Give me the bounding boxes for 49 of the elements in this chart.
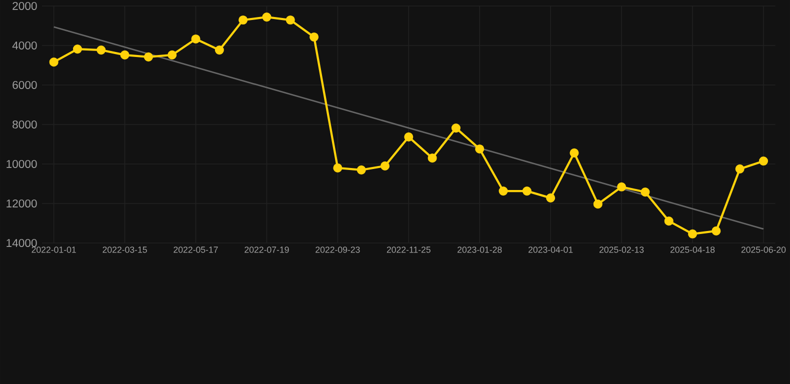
point <box>475 144 484 154</box>
x-tick-label: 2025-06-20 <box>741 246 786 253</box>
x-tick-label: 2023-01-28 <box>458 246 502 253</box>
point <box>356 165 366 174</box>
point <box>191 34 200 44</box>
y-tick-label: 2000 <box>12 2 37 10</box>
point <box>214 46 224 55</box>
point <box>570 148 579 158</box>
point <box>96 46 106 55</box>
x-tick-label: 2025-04-18 <box>670 246 715 253</box>
y-tick-label: 8000 <box>12 120 37 128</box>
point <box>546 193 556 202</box>
point <box>262 12 272 22</box>
point <box>688 229 698 238</box>
x-tick-label: 2022-11-25 <box>386 246 430 253</box>
y-tick-label: 14000 <box>6 238 37 247</box>
point <box>451 124 461 133</box>
point <box>120 50 130 60</box>
y-tick-label: 12000 <box>6 199 37 208</box>
point <box>72 44 82 54</box>
point <box>617 182 626 192</box>
point <box>664 216 674 226</box>
point <box>522 186 532 196</box>
x-tick-label: 2025-02-13 <box>600 246 644 253</box>
y-tick-label: 10000 <box>6 160 37 168</box>
point <box>168 50 177 60</box>
point <box>498 186 508 196</box>
point <box>593 200 602 209</box>
x-tick-label: 2022-07-19 <box>244 246 289 253</box>
x-tick-label: 2023-04-01 <box>528 246 573 253</box>
point <box>735 164 744 174</box>
point <box>310 32 319 42</box>
y-tick-label: 4000 <box>12 41 37 50</box>
point <box>758 156 768 166</box>
point <box>404 132 414 142</box>
point <box>712 226 721 236</box>
point <box>49 58 58 67</box>
point <box>380 161 390 170</box>
point <box>144 52 153 62</box>
point <box>640 188 650 197</box>
point <box>333 163 342 172</box>
point <box>286 15 295 25</box>
x-tick-label: 2022-01-01 <box>32 246 76 253</box>
point <box>238 15 248 25</box>
x-tick-label: 2022-03-15 <box>102 246 147 253</box>
x-tick-label: 2022-09-23 <box>316 246 360 253</box>
x-tick-label: 2022-05-17 <box>174 246 218 253</box>
y-tick-label: 6000 <box>12 80 37 89</box>
point <box>428 154 437 163</box>
